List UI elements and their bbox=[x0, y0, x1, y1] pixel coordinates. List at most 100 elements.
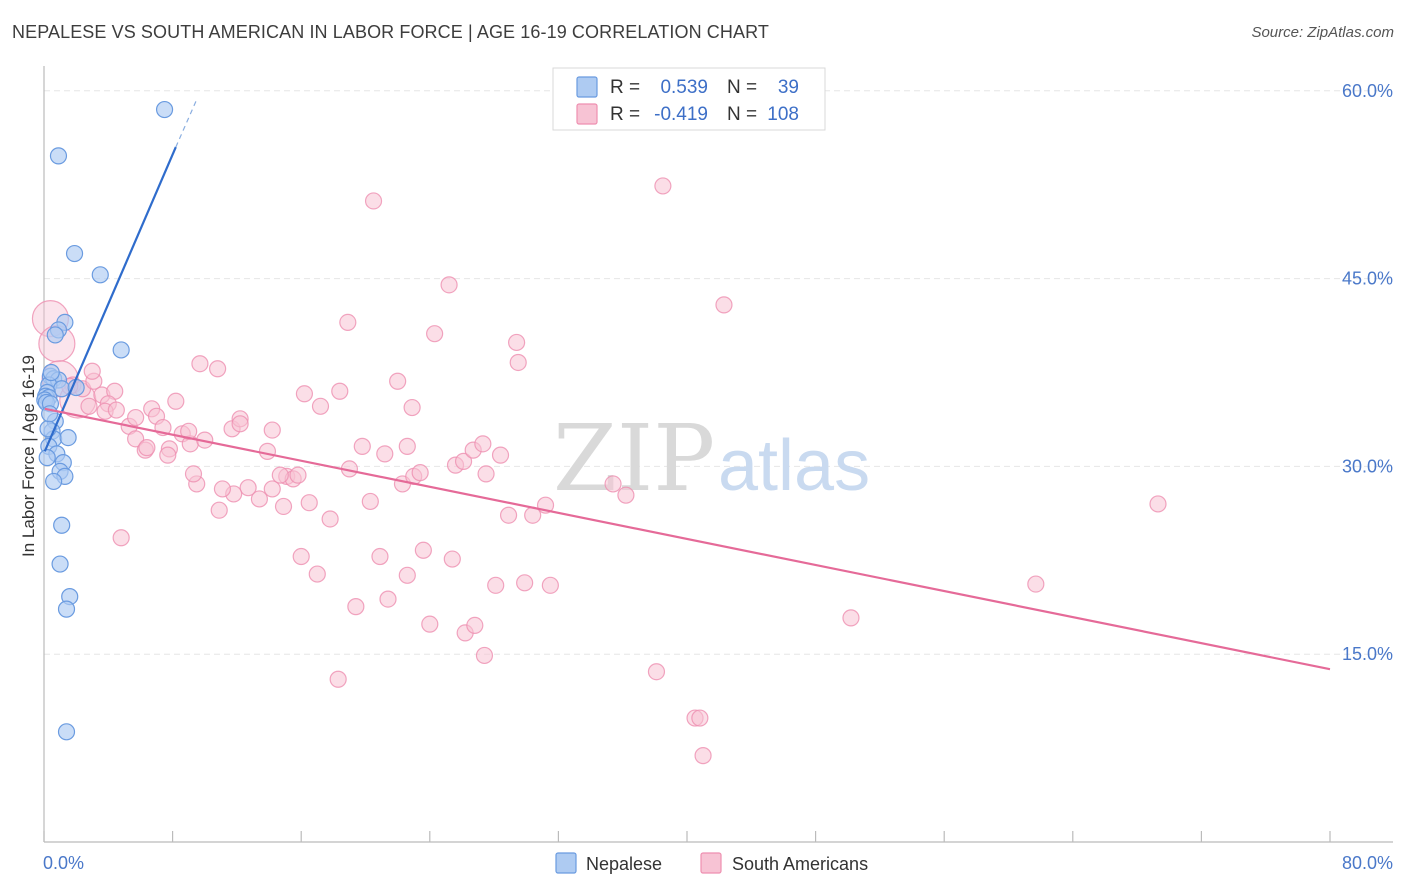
south-americans-point-74 bbox=[440, 276, 458, 294]
nepalese-point-31 bbox=[53, 516, 71, 534]
south-americans-point-51 bbox=[295, 385, 314, 403]
y-axis-title: In Labor Force | Age 16-19 bbox=[19, 355, 38, 557]
nepalese-point-6 bbox=[46, 326, 64, 344]
south-americans-point-103 bbox=[1027, 575, 1045, 593]
south-americans-point-37 bbox=[263, 480, 281, 498]
south-americans-point-76 bbox=[454, 452, 473, 470]
south-americans-point-105 bbox=[112, 529, 130, 547]
south-americans-point-28 bbox=[191, 355, 209, 373]
south-americans-point-53 bbox=[331, 382, 349, 400]
south-americans-point-26 bbox=[159, 446, 177, 464]
south-americans-point-24 bbox=[138, 439, 156, 457]
legend-n-label-nepalese: N = bbox=[727, 77, 757, 98]
source-label: Source: ZipAtlas.com bbox=[1251, 24, 1394, 41]
south-americans-point-78 bbox=[414, 541, 432, 559]
south-americans-point-82 bbox=[491, 446, 510, 464]
south-americans-point-70 bbox=[308, 565, 326, 583]
south-americans-point-107 bbox=[289, 466, 307, 484]
south-americans-point-89 bbox=[516, 574, 534, 592]
nepalese-point-32 bbox=[51, 555, 69, 573]
south-americans-point-19 bbox=[167, 392, 185, 410]
legend-swatch-south-americans bbox=[576, 103, 598, 125]
nepalese-point-30 bbox=[45, 472, 63, 491]
south-americans-point-71 bbox=[364, 192, 383, 210]
south-americans-point-83 bbox=[499, 506, 518, 524]
south-americans-point-30 bbox=[180, 422, 198, 440]
south-americans-point-35 bbox=[263, 421, 281, 439]
x-tick-label-min: 0.0% bbox=[43, 853, 84, 873]
nepalese-point-3 bbox=[91, 266, 109, 284]
south-americans-point-67 bbox=[379, 590, 397, 608]
legend-n-value-nepalese: 39 bbox=[778, 77, 799, 98]
south-americans-point-43 bbox=[184, 465, 203, 483]
nepalese-point-35 bbox=[57, 723, 76, 741]
south-americans-point-29 bbox=[209, 360, 227, 378]
south-americans-point-59 bbox=[371, 547, 389, 566]
south-americans-point-52 bbox=[311, 397, 330, 415]
top-legend: R = 0.539 N = 39 R = -0.419 N = 108 bbox=[552, 67, 826, 131]
south-americans-point-48 bbox=[274, 497, 293, 516]
south-americans-point-80 bbox=[474, 435, 492, 453]
watermark-atlas: atlas bbox=[718, 426, 870, 506]
south-americans-point-90 bbox=[487, 576, 505, 594]
watermark: ZIP atlas bbox=[553, 405, 870, 512]
south-americans-point-44 bbox=[210, 501, 228, 519]
south-americans-point-97 bbox=[647, 663, 666, 681]
x-tick-label-max: 80.0% bbox=[1342, 853, 1393, 873]
south-americans-point-60 bbox=[389, 372, 407, 390]
south-americans-point-58 bbox=[376, 445, 394, 463]
south-americans-point-65 bbox=[411, 464, 429, 482]
south-americans-point-54 bbox=[339, 313, 357, 332]
south-americans-point-38 bbox=[239, 479, 257, 497]
south-americans-point-41 bbox=[213, 480, 232, 498]
chart-title: NEPALESE VS SOUTH AMERICAN IN LABOR FORC… bbox=[12, 22, 769, 42]
south-americans-point-81 bbox=[477, 465, 495, 483]
legend-r-value-south-americans: -0.419 bbox=[654, 104, 708, 125]
y-tick-labels: 15.0% 30.0% 45.0% 60.0% bbox=[1342, 81, 1393, 664]
south-americans-point-95 bbox=[617, 486, 635, 504]
south-americans-point-101 bbox=[715, 296, 733, 314]
legend-n-value-south-americans: 108 bbox=[767, 104, 799, 125]
south-americans-point-106 bbox=[329, 670, 347, 688]
south-americans-point-69 bbox=[292, 547, 310, 566]
legend-r-label-south-americans: R = bbox=[610, 104, 640, 125]
south-americans-point-62 bbox=[398, 437, 416, 455]
south-americans-point-92 bbox=[466, 616, 484, 634]
south-americans-point-57 bbox=[361, 492, 379, 511]
south-americans-point-77 bbox=[443, 550, 461, 568]
south-americans-point-22 bbox=[127, 430, 145, 448]
legend-swatch-nepalese bbox=[576, 76, 598, 98]
grid-lines bbox=[44, 90, 1393, 655]
south-americans-point-55 bbox=[353, 437, 371, 455]
bottom-legend: Nepalese South Americans bbox=[555, 852, 868, 874]
south-americans-point-9 bbox=[80, 397, 98, 415]
nepalese-point-26 bbox=[38, 449, 56, 467]
nepalese-trend-line bbox=[43, 146, 177, 452]
south-americans-point-61 bbox=[403, 398, 421, 417]
south-americans-point-47 bbox=[271, 466, 289, 484]
legend-n-label-south-americans: N = bbox=[727, 104, 757, 125]
south-americans-point-36 bbox=[258, 442, 277, 460]
nepalese-point-2 bbox=[65, 244, 84, 263]
south-americans-point-50 bbox=[321, 510, 339, 528]
y-tick-label-1: 30.0% bbox=[1342, 456, 1393, 476]
south-americans-point-72 bbox=[426, 325, 444, 343]
south-americans-points bbox=[31, 177, 1167, 765]
nepalese-point-7 bbox=[112, 341, 130, 359]
south-americans-point-104 bbox=[1149, 495, 1167, 513]
south-americans-point-7 bbox=[83, 362, 101, 380]
nepalese-point-0 bbox=[155, 100, 174, 119]
bottom-legend-label-south-americans: South Americans bbox=[732, 854, 868, 874]
south-americans-point-73 bbox=[421, 615, 439, 633]
bottom-legend-swatch-nepalese bbox=[555, 852, 577, 874]
south-americans-point-100 bbox=[694, 747, 712, 765]
legend-r-value-nepalese: 0.539 bbox=[660, 77, 708, 98]
south-americans-point-34 bbox=[231, 415, 249, 433]
nepalese-trend-extension bbox=[175, 99, 198, 148]
y-tick-label-2: 45.0% bbox=[1342, 269, 1393, 289]
south-americans-point-99 bbox=[691, 709, 709, 727]
south-americans-point-88 bbox=[541, 576, 559, 594]
bottom-legend-label-nepalese: Nepalese bbox=[586, 854, 662, 874]
south-americans-point-96 bbox=[654, 177, 672, 195]
